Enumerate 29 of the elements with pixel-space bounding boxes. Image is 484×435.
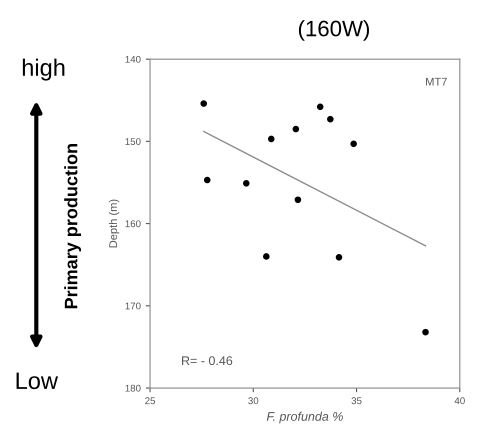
y-tick-label: 170 <box>126 302 141 310</box>
point <box>268 136 275 142</box>
y-tick-label: 180 <box>126 384 141 392</box>
point <box>204 176 211 184</box>
point <box>336 254 342 261</box>
text: Primary production <box>64 144 82 308</box>
x-tick-label: 35 <box>352 397 362 404</box>
point <box>294 196 302 204</box>
y-tick-label: 140 <box>126 56 141 63</box>
annotation: R= - 0.46 <box>182 356 232 366</box>
annotation: MT7 <box>426 78 447 86</box>
point <box>263 253 270 260</box>
point <box>350 140 357 148</box>
text: Low <box>16 372 58 390</box>
point <box>327 116 334 122</box>
y-axis-title: Depth (m) <box>108 200 120 248</box>
point <box>242 180 250 187</box>
x-tick-label: 25 <box>145 397 156 404</box>
y-tick-label: 160 <box>126 220 141 228</box>
y-tick-label: 150 <box>126 138 141 145</box>
point <box>292 126 300 132</box>
x-axis-title: F. profunda % <box>266 412 343 424</box>
text: high <box>22 58 64 81</box>
point <box>316 104 324 110</box>
x-tick-label: 30 <box>248 397 258 404</box>
x-tick-label: 40 <box>454 397 465 404</box>
chart-title: (160W) <box>298 20 370 41</box>
point <box>422 328 429 336</box>
point <box>200 100 208 107</box>
